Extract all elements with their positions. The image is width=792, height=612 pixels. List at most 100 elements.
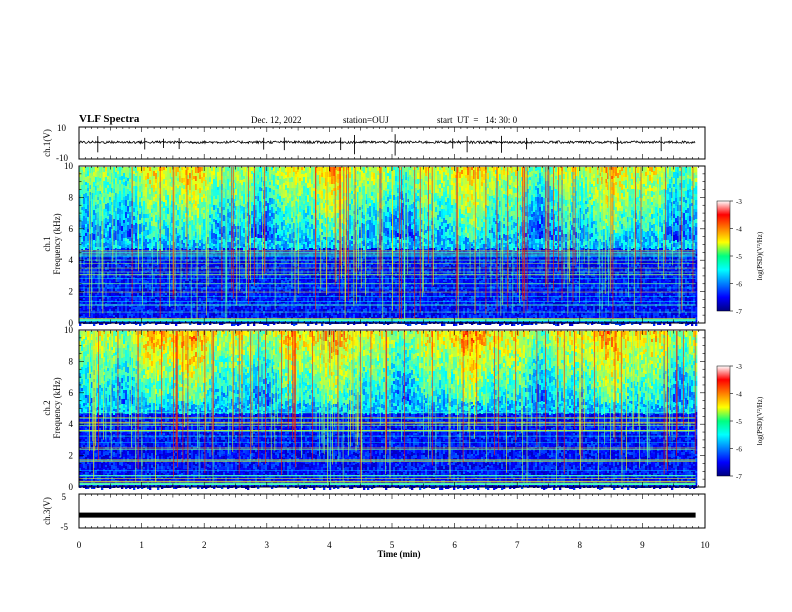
spec-cell xyxy=(121,190,123,194)
spec-cell xyxy=(119,311,121,315)
spec-cell xyxy=(133,225,135,231)
spec-cell xyxy=(135,176,137,182)
spec-cell xyxy=(123,223,125,227)
spec-cell xyxy=(117,295,119,299)
spec-cell xyxy=(81,316,83,318)
spec-cell xyxy=(117,292,119,295)
spec-cell xyxy=(109,232,111,238)
spec-cell xyxy=(113,167,115,173)
spec-cell xyxy=(85,294,87,298)
spec-cell xyxy=(81,207,83,210)
spec-cell xyxy=(111,298,113,300)
spec-cell xyxy=(81,170,83,175)
spec-cell xyxy=(135,182,137,186)
spec-cell xyxy=(135,223,137,229)
spec-cell xyxy=(81,167,83,170)
spec-cell xyxy=(111,288,113,292)
spec-cell xyxy=(127,206,129,211)
spec-cell xyxy=(133,194,135,197)
spec-cell xyxy=(85,189,87,193)
spec-cell xyxy=(109,205,111,211)
spec-cell xyxy=(135,213,137,217)
spec-cell xyxy=(107,307,109,311)
spec-cell xyxy=(103,257,105,260)
spec-cell xyxy=(113,258,115,260)
spec-cell xyxy=(111,302,113,304)
spec-cell xyxy=(103,305,105,309)
spec-cell xyxy=(81,221,83,225)
spec-cell xyxy=(83,269,85,273)
spec-cell xyxy=(121,307,123,311)
spec-cell xyxy=(127,197,129,200)
spec-cell xyxy=(83,236,85,241)
spec-cell xyxy=(81,218,83,221)
spec-cell xyxy=(121,200,123,203)
spec-cell xyxy=(117,307,119,311)
spec-cell xyxy=(99,306,101,309)
spec-cell xyxy=(113,230,115,233)
spec-cell xyxy=(107,216,109,219)
spec-cell xyxy=(133,189,135,194)
spec-cell xyxy=(133,174,135,178)
spec-cell xyxy=(127,299,129,301)
spec-cell xyxy=(119,180,121,184)
spec-cell xyxy=(119,191,121,197)
spec-cell xyxy=(135,186,137,190)
spec-cell xyxy=(121,203,123,207)
spec-cell xyxy=(125,247,127,249)
spec-cell xyxy=(119,309,121,311)
spec-cell xyxy=(123,197,125,200)
spec-cell xyxy=(107,200,109,203)
spec-cell xyxy=(125,196,127,200)
spec-cell xyxy=(117,194,119,197)
spec-cell xyxy=(131,314,133,317)
spec-cell xyxy=(119,215,121,218)
spec-cell xyxy=(105,212,107,218)
spec-cell xyxy=(125,279,127,281)
spec-cell xyxy=(103,313,105,317)
spec-cell xyxy=(113,268,115,271)
spec-cell xyxy=(135,173,137,176)
spec-cell xyxy=(103,190,105,193)
spec-cell xyxy=(123,265,125,268)
spec-cell xyxy=(105,237,107,239)
spec-cell xyxy=(109,172,111,177)
spec-cell xyxy=(117,214,119,220)
spec-cell xyxy=(127,258,129,261)
spec-cell xyxy=(87,188,89,191)
spec-cell xyxy=(85,313,87,317)
spec-cell xyxy=(103,223,105,229)
spec-cell xyxy=(117,234,119,239)
spec-cell xyxy=(93,297,95,301)
spec-cell xyxy=(113,281,115,285)
spec-cell xyxy=(113,184,115,189)
spec-cell xyxy=(109,223,111,227)
spec-cell xyxy=(107,236,109,240)
spec-cell xyxy=(123,306,125,308)
spec-cell xyxy=(97,316,99,318)
spec-cell xyxy=(113,297,115,301)
spec-cell xyxy=(123,238,125,241)
spec-cell xyxy=(125,293,127,296)
spec-cell xyxy=(113,216,115,219)
spec-cell xyxy=(109,262,111,266)
spec-cell xyxy=(129,288,131,292)
spec-cell xyxy=(127,211,129,214)
spec-cell xyxy=(113,304,115,307)
spec-cell xyxy=(105,233,107,237)
spec-cell xyxy=(103,177,105,181)
spec-cell xyxy=(87,221,89,224)
spec-cell xyxy=(123,227,125,232)
spec-cell xyxy=(105,167,107,171)
spec-cell xyxy=(119,209,121,212)
spec-cell xyxy=(81,280,83,283)
spec-cell xyxy=(85,182,87,185)
spec-cell xyxy=(119,249,121,252)
spec-cell xyxy=(105,209,107,212)
ch1-spectrogram-image xyxy=(79,167,697,326)
spec-cell xyxy=(119,212,121,215)
spec-cell xyxy=(105,257,107,260)
spec-cell xyxy=(133,234,135,239)
spec-cell xyxy=(93,244,95,246)
spec-cell xyxy=(83,204,85,207)
